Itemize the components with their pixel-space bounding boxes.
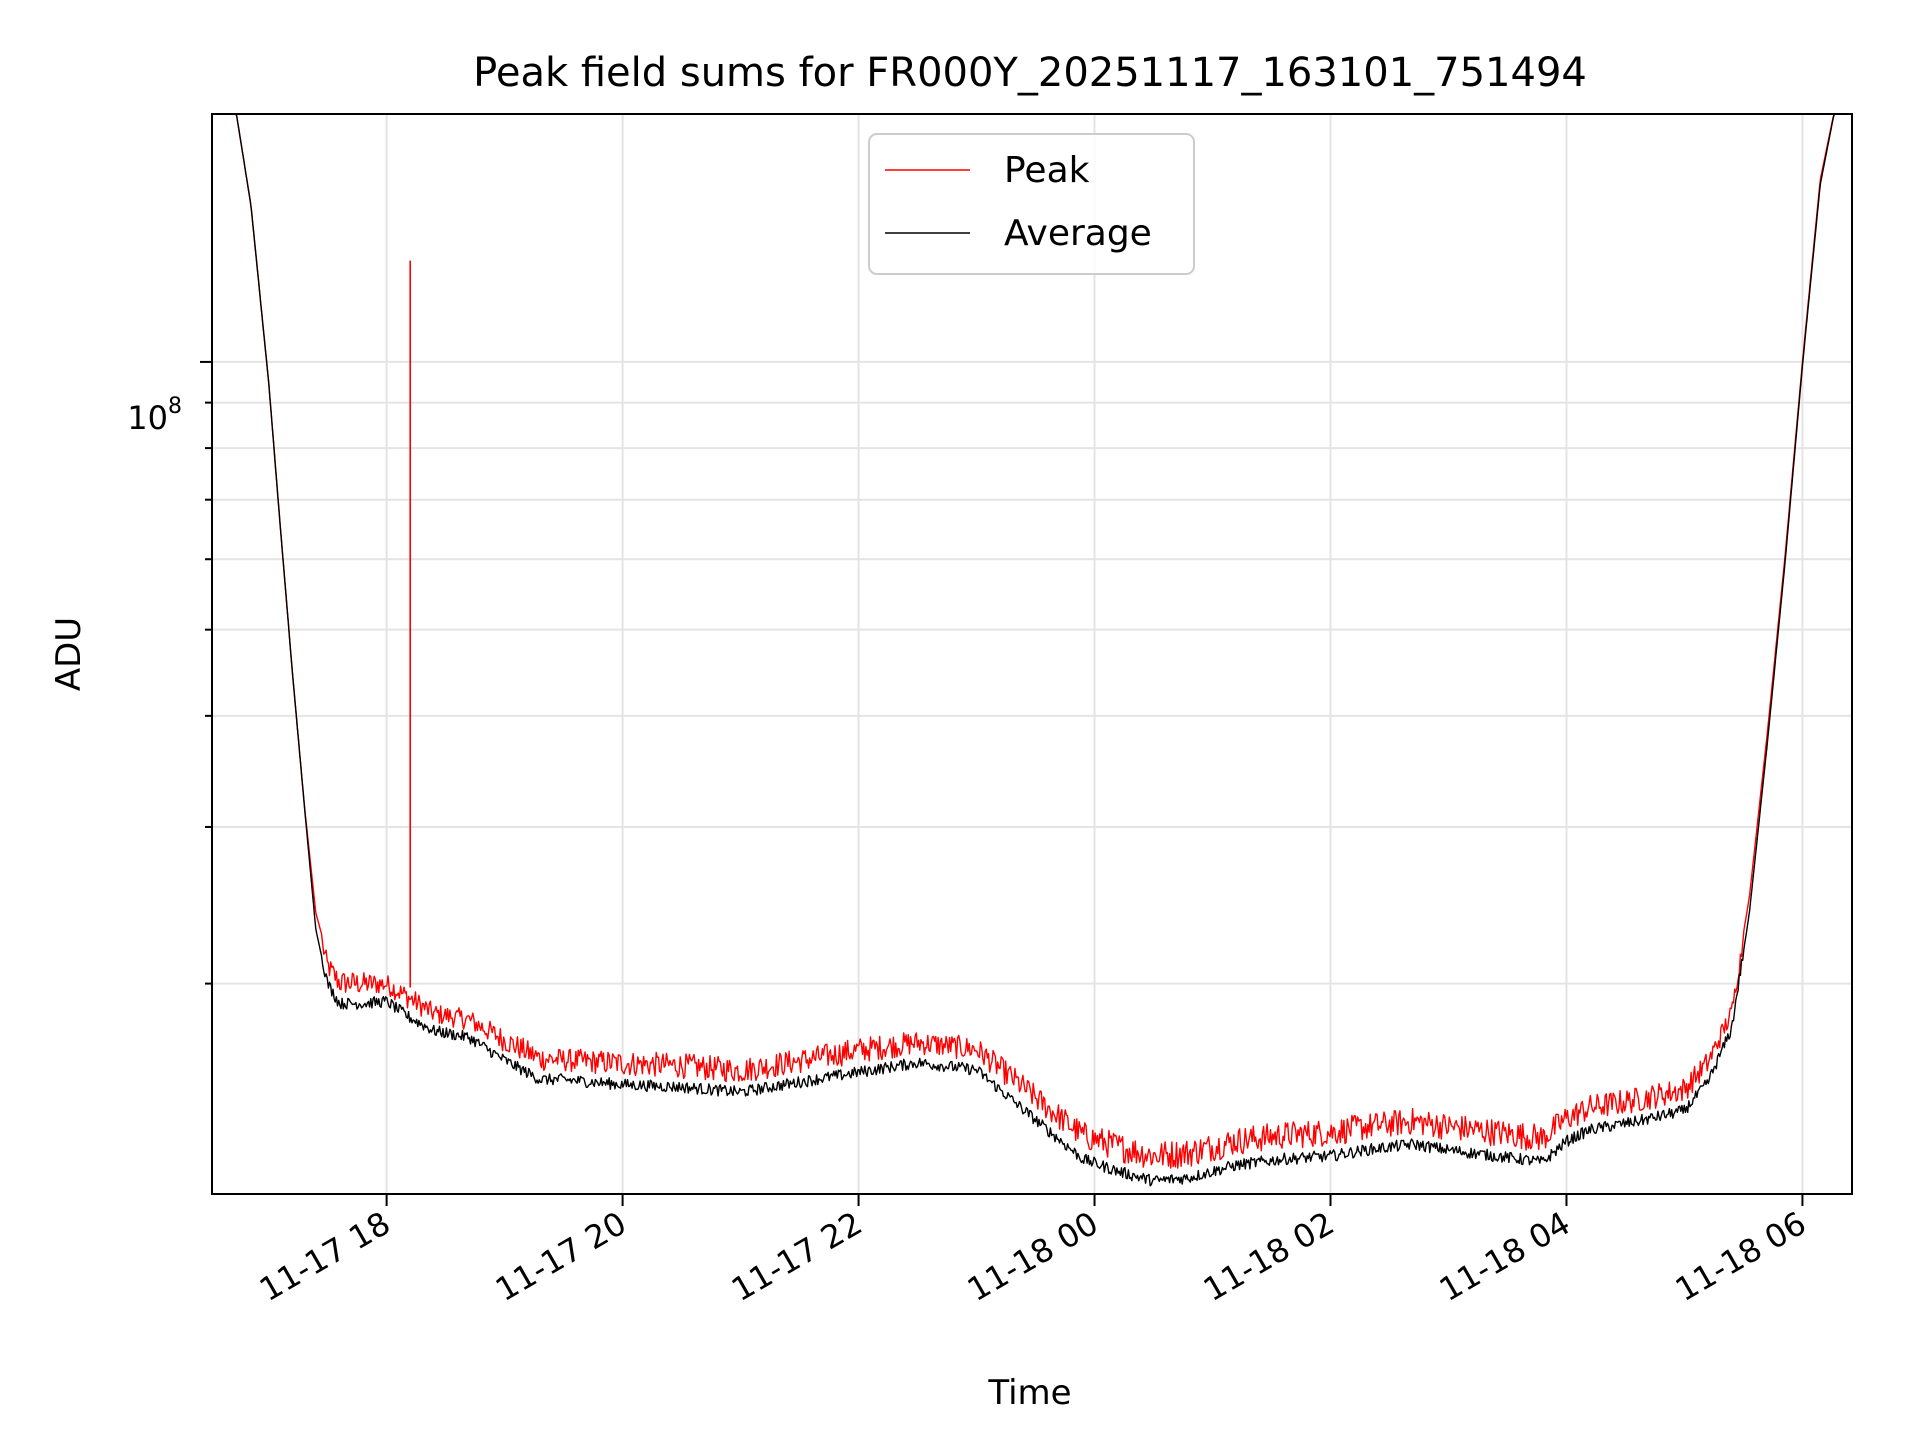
- series-line-peak: [233, 113, 1838, 1169]
- y-tick-base: 10: [127, 399, 168, 437]
- x-axis-label: Time: [987, 1373, 1071, 1413]
- grid: [212, 114, 1852, 1194]
- chart-title: Peak field sums for FR000Y_20251117_1631…: [473, 50, 1587, 96]
- legend-label-average: Average: [1004, 213, 1152, 254]
- y-tick-exponent: 8: [168, 394, 182, 419]
- legend: Peak Average: [868, 133, 1195, 275]
- y-axis: 108: [127, 360, 212, 985]
- legend-label-peak: Peak: [1004, 150, 1090, 191]
- legend-box: [868, 133, 1195, 275]
- series-line-average: [233, 113, 1838, 1187]
- y-tick-label-1e8: 108: [127, 394, 182, 437]
- y-axis-label: ADU: [49, 617, 89, 691]
- plot-frame: [211, 113, 1853, 1195]
- series-group: [233, 113, 1838, 1187]
